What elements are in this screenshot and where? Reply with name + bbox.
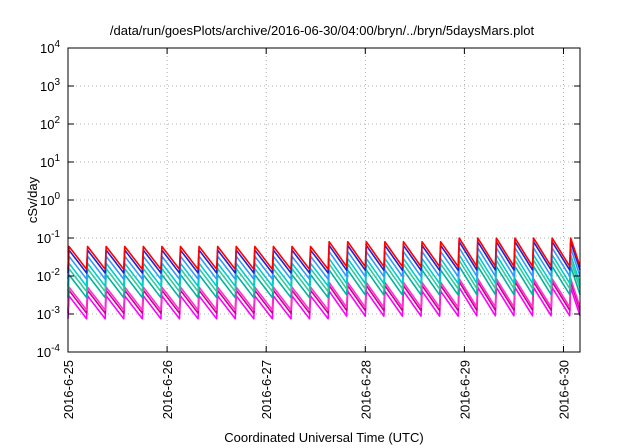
y-ticks: 10-4 10-3 10-2 10-1 100 101 102 103 104	[37, 39, 580, 360]
x-tick-label: 2016-6-29	[457, 360, 472, 419]
series-line	[67, 277, 581, 311]
series-line	[67, 247, 581, 280]
y-tick-label: 10-3	[37, 305, 61, 322]
series-line	[67, 254, 581, 287]
grid	[67, 48, 580, 352]
y-tick-label: 10-4	[37, 343, 61, 360]
series-line	[67, 240, 581, 274]
series-line	[67, 259, 581, 293]
series-line	[67, 265, 581, 299]
x-tick-label: 2016-6-25	[61, 360, 76, 419]
x-tick-label: 2016-6-27	[259, 360, 274, 419]
y-tick-label: 101	[40, 153, 60, 170]
y-tick-label: 104	[40, 39, 60, 56]
y-tick-label: 10-2	[37, 267, 61, 284]
series-line	[67, 281, 581, 314]
y-axis-label: cSv/day	[25, 176, 40, 223]
x-tick-label: 2016-6-28	[358, 360, 373, 419]
y-tick-label: 10-1	[37, 229, 61, 246]
series-group	[67, 237, 581, 320]
y-tick-label: 100	[40, 191, 60, 208]
y-tick-label: 102	[40, 115, 60, 132]
series-line	[67, 286, 581, 320]
y-tick-label: 103	[40, 77, 60, 94]
x-axis-label: Coordinated Universal Time (UTC)	[224, 430, 423, 445]
x-tick-label: 2016-6-30	[556, 360, 571, 419]
x-tick-label: 2016-6-26	[160, 360, 175, 419]
series-line	[67, 237, 581, 271]
x-ticks: 2016-6-25 2016-6-26 2016-6-27 2016-6-28 2016…	[61, 48, 571, 419]
chart-title: /data/run/goesPlots/archive/2016-06-30/0…	[110, 23, 535, 38]
